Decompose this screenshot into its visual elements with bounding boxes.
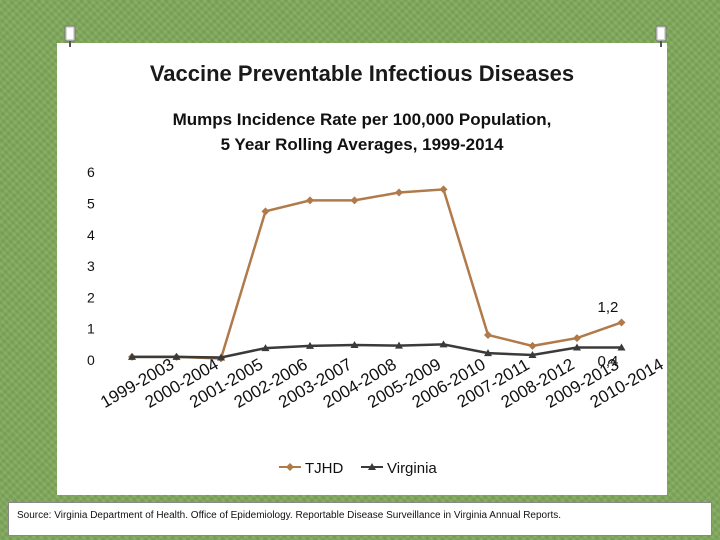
pushpin-icon <box>63 25 77 47</box>
legend-entry: TJHD <box>305 460 343 477</box>
data-point-virginia <box>350 340 359 348</box>
source-note: Source: Virginia Department of Health. O… <box>8 502 712 536</box>
data-point-virginia <box>128 352 136 360</box>
data-point-tjhd <box>350 196 359 205</box>
data-point-virginia <box>484 349 492 357</box>
y-tick-label: 6 <box>87 164 95 180</box>
data-point-tjhd <box>395 188 403 197</box>
y-tick-label: 1 <box>87 321 95 337</box>
data-point-virginia <box>306 341 314 349</box>
pushpin-icon <box>654 25 668 47</box>
y-tick-label: 4 <box>87 227 95 243</box>
line-chart: 01234561999-20032000-20042001-20052002-2… <box>87 164 667 477</box>
data-point-virginia <box>528 350 537 358</box>
data-point-virginia <box>617 343 626 351</box>
data-point-tjhd <box>484 330 492 339</box>
data-point-tjhd <box>439 185 448 194</box>
slide-panel: Vaccine Preventable Infectious Diseases … <box>57 25 667 495</box>
data-point-virginia <box>439 340 448 348</box>
series-line-virginia <box>132 343 622 359</box>
data-point-virginia <box>217 353 225 361</box>
legend-entry: Virginia <box>387 460 437 477</box>
data-point-virginia <box>172 352 181 360</box>
legend-marker <box>368 463 376 470</box>
series-line-tjhd <box>132 188 622 360</box>
y-tick-label: 5 <box>87 196 95 212</box>
slide-title: Vaccine Preventable Infectious Diseases <box>149 61 575 86</box>
data-point-virginia <box>261 344 270 352</box>
data-point-tjhd <box>261 207 270 216</box>
data-point-tjhd <box>573 334 581 343</box>
data-point-virginia <box>573 343 581 351</box>
data-point-virginia <box>395 341 403 349</box>
y-tick-label: 0 <box>87 352 95 368</box>
data-point-tjhd <box>306 196 314 205</box>
legend-marker <box>286 463 294 471</box>
data-label: 0,4 <box>598 353 619 370</box>
data-point-tjhd <box>528 341 537 350</box>
y-tick-label: 2 <box>87 289 95 305</box>
data-point-tjhd <box>617 318 626 327</box>
chart-title: Mumps Incidence Rate per 100,000 Populat… <box>172 110 552 154</box>
y-tick-label: 3 <box>87 258 95 274</box>
data-label: 1,2 <box>598 299 619 316</box>
